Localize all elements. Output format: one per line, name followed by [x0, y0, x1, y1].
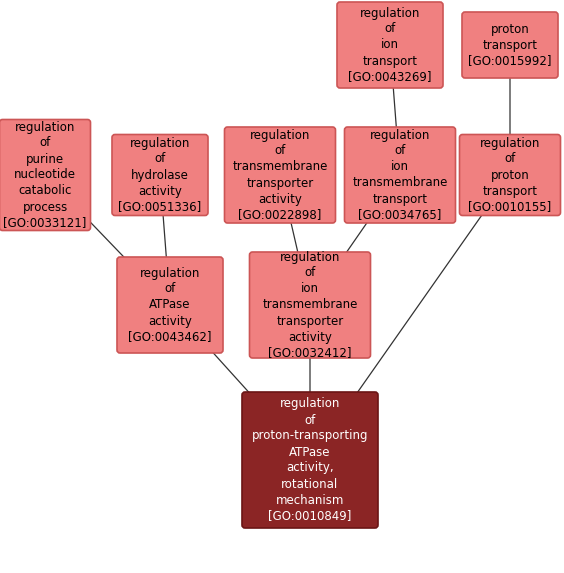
Text: regulation
of
ATPase
activity
[GO:0043462]: regulation of ATPase activity [GO:004346…: [128, 266, 212, 343]
FancyBboxPatch shape: [337, 2, 443, 88]
FancyBboxPatch shape: [242, 392, 378, 528]
Text: regulation
of
proton
transport
[GO:0010155]: regulation of proton transport [GO:00101…: [468, 136, 552, 214]
FancyBboxPatch shape: [117, 257, 223, 353]
FancyBboxPatch shape: [249, 252, 371, 358]
FancyBboxPatch shape: [224, 127, 336, 223]
Text: regulation
of
ion
transmembrane
transporter
activity
[GO:0032412]: regulation of ion transmembrane transpor…: [262, 250, 358, 359]
Text: regulation
of
proton-transporting
ATPase
activity,
rotational
mechanism
[GO:0010: regulation of proton-transporting ATPase…: [252, 398, 368, 523]
Text: proton
transport
[GO:0015992]: proton transport [GO:0015992]: [468, 22, 552, 68]
FancyBboxPatch shape: [0, 120, 90, 230]
Text: regulation
of
ion
transmembrane
transport
[GO:0034765]: regulation of ion transmembrane transpor…: [352, 128, 448, 222]
FancyBboxPatch shape: [345, 127, 456, 223]
FancyBboxPatch shape: [460, 135, 561, 215]
Text: regulation
of
ion
transport
[GO:0043269]: regulation of ion transport [GO:0043269]: [348, 6, 432, 84]
Text: regulation
of
transmembrane
transporter
activity
[GO:0022898]: regulation of transmembrane transporter …: [232, 128, 328, 222]
FancyBboxPatch shape: [462, 12, 558, 78]
Text: regulation
of
purine
nucleotide
catabolic
process
[GO:0033121]: regulation of purine nucleotide cataboli…: [3, 120, 87, 230]
FancyBboxPatch shape: [112, 135, 208, 215]
Text: regulation
of
hydrolase
activity
[GO:0051336]: regulation of hydrolase activity [GO:005…: [118, 136, 201, 214]
